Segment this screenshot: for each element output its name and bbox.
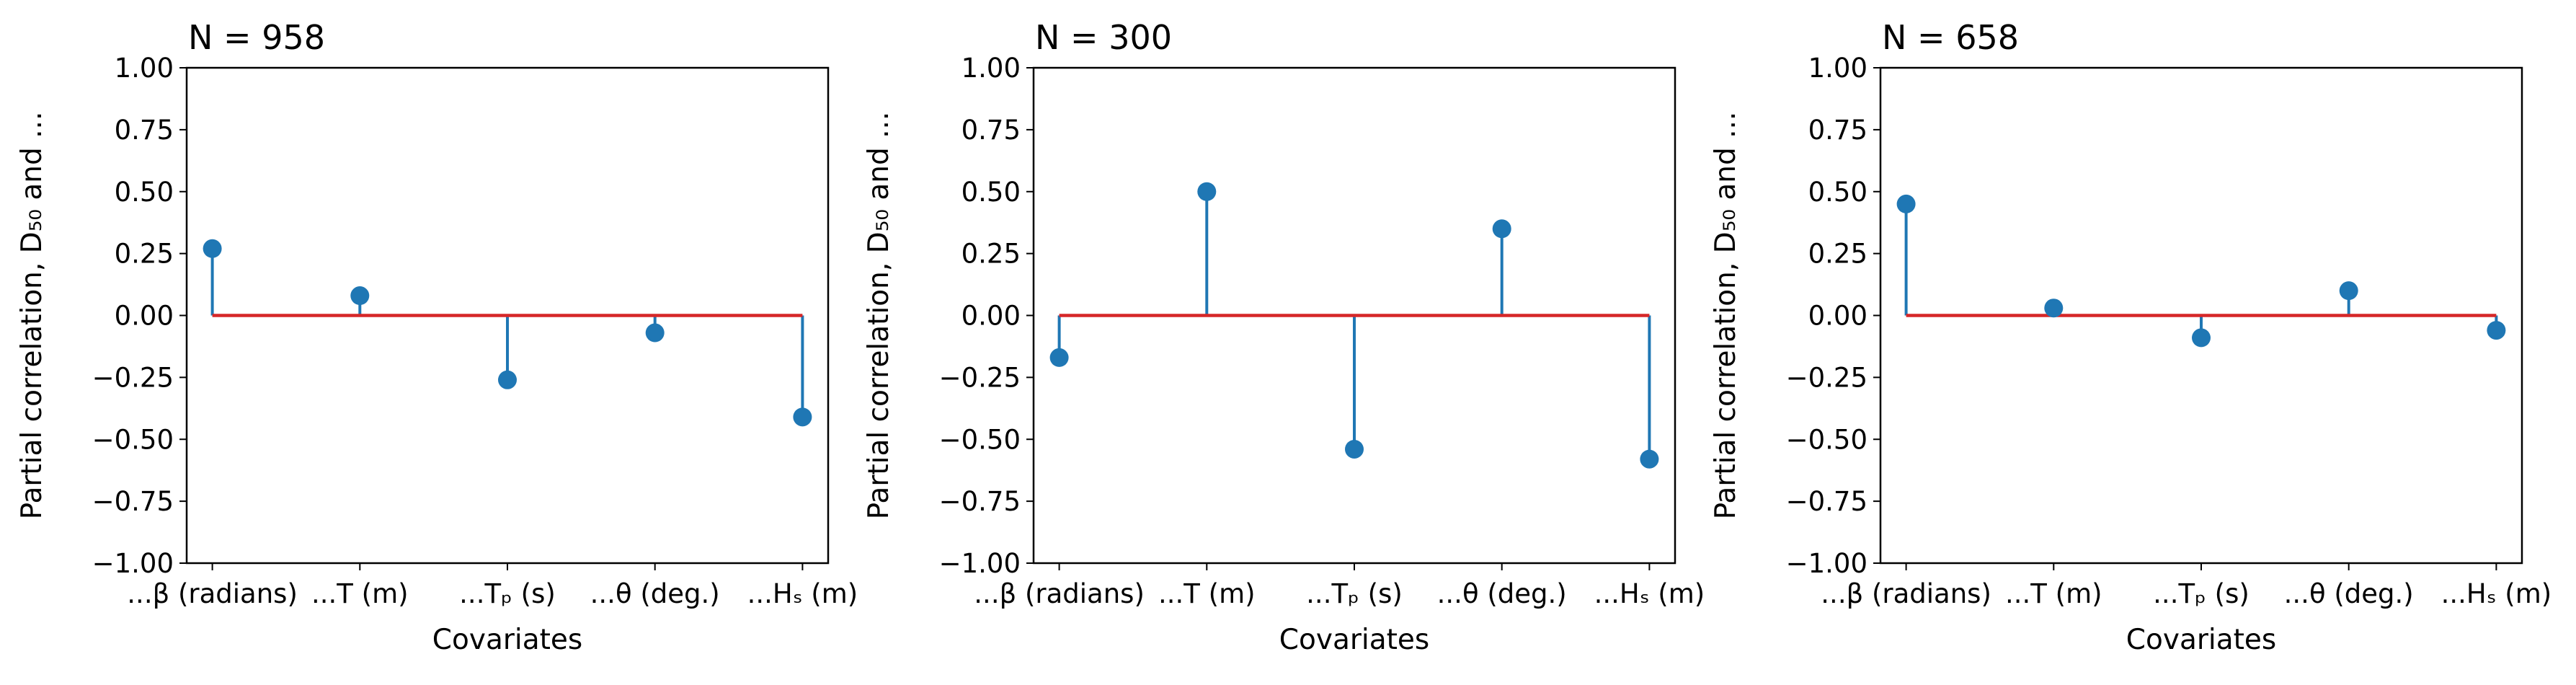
stem-marker	[2192, 328, 2211, 348]
x-axis-label: Covariates	[432, 624, 582, 656]
x-tick-label: ...Hₛ (m)	[1594, 578, 1705, 609]
y-tick-label: 1.00	[115, 53, 174, 84]
x-tick-label: ...β (radians)	[1821, 578, 1991, 609]
stem-marker	[498, 370, 517, 389]
y-axis-label: Partial correlation, D₅₀ and ...	[863, 112, 895, 520]
y-tick-label: −0.25	[1786, 362, 1867, 393]
stem-marker	[1896, 194, 1916, 213]
y-tick-label: 0.50	[1808, 177, 1867, 208]
plot-frame	[1879, 66, 2523, 565]
stem-marker	[2044, 299, 2064, 318]
y-tick-label: −0.50	[92, 424, 174, 455]
chart-title: N = 300	[1035, 18, 1172, 57]
stem-marker	[1049, 348, 1069, 367]
chart-panel-1: −1.00 −0.75 −0.50 −0.25 0.00 0.25 0.50 0.75 1.00…	[16, 18, 858, 656]
stem-marker	[1197, 182, 1217, 201]
x-tick-label: ...θ (deg.)	[590, 578, 720, 609]
x-tick-label: ...Hₛ (m)	[2441, 578, 2552, 609]
x-tick-label: ...β (radians)	[127, 578, 298, 609]
stem-marker	[2487, 321, 2506, 340]
y-tick-label: 0.50	[115, 177, 174, 208]
y-tick-label: 0.00	[1808, 301, 1867, 332]
x-tick-label: ...Tₚ (s)	[1306, 578, 1403, 609]
plot-frame	[1032, 66, 1676, 565]
y-tick-label: 0.75	[115, 115, 174, 146]
y-tick-label: 1.00	[1808, 53, 1867, 84]
chart-panel-2: −1.00 −0.75 −0.50 −0.25 0.00 0.25 0.50 0.75 1.00…	[863, 18, 1705, 656]
y-tick-label: −0.75	[92, 486, 174, 517]
stem-marker	[203, 239, 222, 258]
x-tick-label: ...θ (deg.)	[1437, 578, 1567, 609]
y-tick-label: −0.25	[92, 362, 174, 393]
stem-marker	[350, 286, 370, 306]
stem-marker	[1492, 219, 1511, 239]
y-tick-label: −0.75	[1786, 486, 1867, 517]
x-tick-label: ...Tₚ (s)	[2153, 578, 2249, 609]
y-tick-label: −0.25	[939, 362, 1021, 393]
stem-marker	[1640, 449, 1659, 469]
stem-marker	[793, 407, 812, 427]
y-tick-label: 0.75	[1808, 115, 1867, 146]
y-axis-label: Partial correlation, D₅₀ and ...	[1710, 112, 1742, 520]
y-axis-label: Partial correlation, D₅₀ and ...	[16, 112, 48, 520]
y-tick-label: 0.00	[115, 301, 174, 332]
y-tick-label: 1.00	[961, 53, 1021, 84]
x-tick-label: ...β (radians)	[974, 578, 1145, 609]
x-tick-label: ...θ (deg.)	[2284, 578, 2414, 609]
y-tick-label: 0.75	[961, 115, 1021, 146]
stem-marker	[1345, 439, 1364, 459]
chart-title: N = 658	[1882, 18, 2019, 57]
y-tick-label: −1.00	[1786, 548, 1867, 579]
stem-marker	[645, 323, 665, 342]
plot-frame	[185, 66, 830, 565]
stem-marker	[2339, 281, 2358, 301]
y-tick-label: 0.00	[961, 301, 1021, 332]
chart-title: N = 958	[188, 18, 325, 57]
x-tick-label: ...T (m)	[1158, 578, 1256, 609]
y-tick-label: −1.00	[939, 548, 1021, 579]
chart-panel-3: −1.00 −0.75 −0.50 −0.25 0.00 0.25 0.50 0.75 1.00…	[1710, 18, 2551, 656]
x-axis-label: Covariates	[1279, 624, 1429, 656]
y-tick-label: 0.50	[961, 177, 1021, 208]
y-tick-label: 0.25	[115, 239, 174, 270]
x-tick-label: ...Hₛ (m)	[747, 578, 858, 609]
x-tick-label: ...T (m)	[2005, 578, 2102, 609]
y-tick-label: −0.50	[939, 424, 1021, 455]
y-tick-label: 0.25	[961, 239, 1021, 270]
y-tick-label: −0.75	[939, 486, 1021, 517]
x-tick-label: ...Tₚ (s)	[459, 578, 556, 609]
x-tick-label: ...T (m)	[311, 578, 409, 609]
x-axis-label: Covariates	[2126, 624, 2276, 656]
y-tick-label: −0.50	[1786, 424, 1867, 455]
y-tick-label: −1.00	[92, 548, 174, 579]
y-tick-label: 0.25	[1808, 239, 1867, 270]
